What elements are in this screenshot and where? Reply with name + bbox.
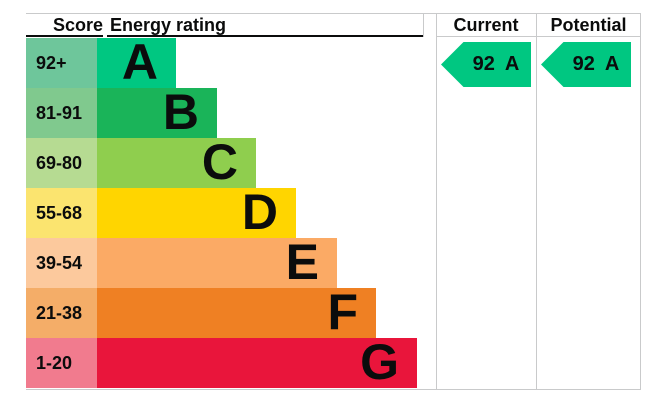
band-bar: G [97, 337, 417, 388]
band-row: 92+ A [0, 37, 671, 88]
band-row: 81-91 B [0, 87, 671, 138]
band-score-cell: 39-54 [26, 238, 97, 288]
potential-rating-band: A [604, 53, 620, 75]
score-header-underline [26, 35, 103, 37]
current-column-header: Current [453, 15, 519, 35]
potential-column-left-border [536, 13, 537, 390]
band-score-cell: 81-91 [26, 88, 97, 138]
energy-rating-header-right-border [423, 13, 424, 37]
energy-rating-column-header: Energy rating [110, 15, 227, 35]
score-column-header: Score [52, 15, 104, 35]
current-rating-score: 92 [472, 53, 495, 75]
band-score-cell: 92+ [26, 38, 97, 88]
band-row: 21-38 F [0, 287, 671, 338]
current-rating-band: A [504, 53, 520, 75]
potential-rating-score: 92 [572, 53, 595, 75]
band-row: 69-80 C [0, 137, 671, 188]
band-bar: C [97, 137, 256, 188]
band-score-cell: 69-80 [26, 138, 97, 188]
table-top-border [26, 13, 641, 14]
table-right-border [640, 13, 641, 390]
energy-rating-header-underline [107, 35, 423, 37]
current-potential-header-underline [436, 36, 641, 37]
current-rating-arrow: 92 A [441, 42, 531, 87]
band-score-cell: 21-38 [26, 288, 97, 338]
table-bottom-border [26, 389, 641, 390]
band-row: 1-20 G [0, 337, 671, 388]
potential-column-header: Potential [550, 15, 627, 35]
band-score-cell: 1-20 [26, 338, 97, 388]
band-score-cell: 55-68 [26, 188, 97, 238]
band-bar: D [97, 187, 296, 238]
band-row: 39-54 E [0, 237, 671, 288]
band-bar: B [97, 87, 217, 138]
band-bar: F [97, 287, 376, 338]
current-column-left-border [436, 13, 437, 390]
band-bar: E [97, 237, 337, 288]
band-row: 55-68 D [0, 187, 671, 238]
band-bar: A [97, 37, 176, 88]
potential-rating-arrow: 92 A [541, 42, 631, 87]
